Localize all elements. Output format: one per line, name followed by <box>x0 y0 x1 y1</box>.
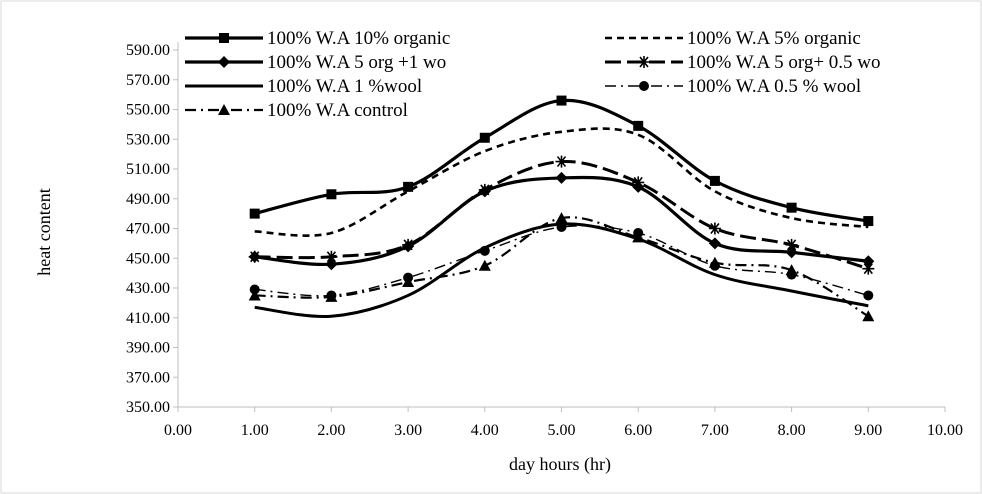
data-point <box>478 259 491 271</box>
data-point <box>248 250 261 263</box>
legend-item: 100% W.A 5% organic <box>605 28 861 49</box>
x-tick-label: 5.00 <box>548 422 576 439</box>
data-point <box>402 238 415 251</box>
legend-item: 100% W.A 5 org +1 wo <box>185 52 446 73</box>
y-tick-label: 510.00 <box>126 161 170 178</box>
data-point <box>708 237 721 250</box>
data-point <box>326 189 337 200</box>
legend-marker <box>219 33 229 43</box>
legend-item: 100% W.A 10% organic <box>185 28 450 49</box>
data-point <box>403 181 414 192</box>
data-point <box>863 290 874 301</box>
data-point <box>479 132 490 143</box>
data-point <box>785 264 798 276</box>
data-point <box>325 250 338 263</box>
y-tick-label: 570.00 <box>126 72 170 89</box>
data-point <box>479 245 490 256</box>
data-point <box>478 183 491 196</box>
y-tick-label: 430.00 <box>126 280 170 297</box>
data-point <box>555 212 568 224</box>
y-tick-label: 530.00 <box>126 131 170 148</box>
data-point <box>632 231 645 243</box>
series-1 <box>249 95 874 227</box>
legend-label: 100% W.A 1 %wool <box>267 76 422 97</box>
data-point <box>863 216 874 227</box>
y-axis-title: heat content <box>34 188 54 275</box>
legend-item: 100% W.A 1 %wool <box>185 76 422 97</box>
y-tick-label: 550.00 <box>126 102 170 119</box>
data-point <box>402 276 415 288</box>
legend-label: 100% W.A 0.5 % wool <box>687 76 861 97</box>
data-point <box>709 175 720 186</box>
data-point <box>785 238 798 251</box>
legend-marker <box>639 81 649 91</box>
x-tick-label: 7.00 <box>701 422 729 439</box>
y-tick-label: 490.00 <box>126 191 170 208</box>
x-tick-label: 2.00 <box>317 422 345 439</box>
x-tick-label: 8.00 <box>778 422 806 439</box>
x-tick-label: 9.00 <box>854 422 882 439</box>
data-point <box>786 202 797 213</box>
legend-item: 100% W.A 5 org+ 0.5 wo <box>605 52 881 73</box>
x-tick-label: 3.00 <box>394 422 422 439</box>
legend-item: 100% W.A 0.5 % wool <box>605 76 861 97</box>
y-tick-label: 590.00 <box>126 42 170 59</box>
series-2 <box>254 127 869 237</box>
x-tick-label: 4.00 <box>471 422 499 439</box>
legend-marker <box>218 56 230 68</box>
data-point <box>556 95 567 106</box>
data-point <box>325 290 338 302</box>
y-tick-label: 390.00 <box>126 340 170 357</box>
series-7 <box>248 212 875 322</box>
y-tick-label: 450.00 <box>126 250 170 267</box>
data-point <box>632 176 645 189</box>
data-point <box>862 310 875 322</box>
y-tick-label: 470.00 <box>126 221 170 238</box>
legend-label: 100% W.A 5% organic <box>687 28 861 49</box>
axes: 0.00 1.00 2.00 3.00 4.00 5.00 6.00 7.00 8.00 9.00… <box>126 42 963 439</box>
series-4 <box>248 155 875 275</box>
data-point <box>708 222 721 235</box>
data-point <box>862 262 875 275</box>
data-point <box>708 256 721 268</box>
legend-label: 100% W.A 5 org +1 wo <box>267 52 446 73</box>
series-line <box>254 127 869 237</box>
legend-marker <box>638 56 650 68</box>
x-axis-title: day hours (hr) <box>509 454 611 475</box>
legend-item: 100% W.A control <box>185 100 408 121</box>
data-point <box>249 208 260 219</box>
data-point <box>248 289 261 301</box>
legend-label: 100% W.A control <box>267 100 408 121</box>
data-point <box>633 120 644 131</box>
y-tick-label: 410.00 <box>126 310 170 327</box>
data-point <box>555 155 568 168</box>
legend: 100% W.A 10% organic 100% W.A 5% organic 1… <box>185 28 881 121</box>
x-tick-label: 10.00 <box>927 422 963 439</box>
x-tick-label: 0.00 <box>164 422 192 439</box>
legend-marker <box>218 104 230 115</box>
y-tick-label: 350.00 <box>126 399 170 416</box>
x-tick-label: 1.00 <box>241 422 269 439</box>
data-point <box>556 222 567 233</box>
x-tick-label: 6.00 <box>624 422 652 439</box>
legend-label: 100% W.A 5 org+ 0.5 wo <box>687 52 881 73</box>
series-layer <box>248 95 875 322</box>
legend-label: 100% W.A 10% organic <box>267 28 450 49</box>
data-point <box>555 171 568 184</box>
y-tick-label: 370.00 <box>126 369 170 386</box>
